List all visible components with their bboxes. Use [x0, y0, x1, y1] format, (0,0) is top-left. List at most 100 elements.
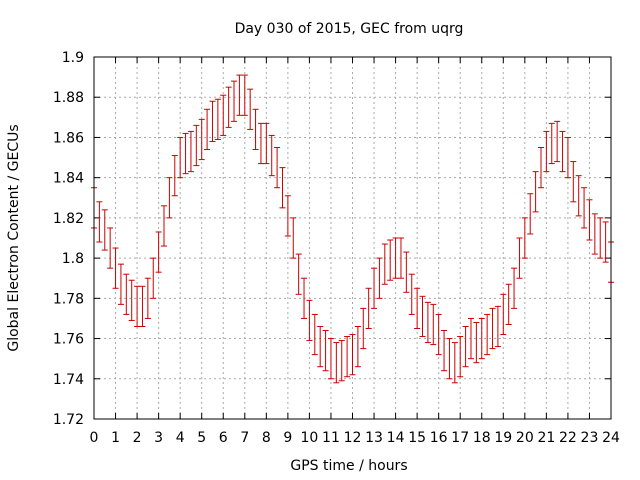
error-bar-point	[473, 321, 480, 364]
error-bar-point	[505, 283, 512, 325]
x-tick-label: 0	[90, 430, 99, 446]
x-tick-label: 7	[240, 430, 249, 446]
error-bar-point	[532, 171, 539, 213]
x-tick-label: 23	[581, 430, 599, 446]
error-bar-point	[333, 342, 340, 384]
error-bar-point	[166, 177, 173, 219]
error-bar-point	[500, 293, 507, 336]
error-bar-point	[193, 124, 200, 167]
error-bar-point	[527, 193, 534, 235]
error-bar-point	[575, 175, 582, 217]
data-points	[91, 74, 614, 384]
error-bar-point	[559, 130, 566, 173]
plot-frame	[93, 56, 612, 420]
error-bar-point	[484, 313, 491, 356]
error-bar-point	[311, 313, 318, 356]
error-bar-point	[155, 231, 162, 273]
error-bar-point	[467, 317, 474, 360]
y-tick-label: 1.86	[53, 130, 84, 146]
error-bar-point	[511, 267, 518, 309]
error-bar-point	[150, 257, 157, 299]
y-tick-label: 1.9	[62, 50, 84, 66]
error-bar-point	[381, 243, 388, 285]
error-bar-point	[263, 122, 270, 165]
error-bar-point	[376, 257, 383, 299]
error-bar-point	[365, 287, 372, 329]
error-bar-point	[392, 237, 399, 279]
error-bar-point	[161, 205, 168, 247]
error-bar-point	[564, 136, 571, 179]
error-bar-point	[354, 325, 361, 368]
error-bar-point	[424, 301, 431, 344]
x-tick-label: 6	[219, 430, 228, 446]
axis-ticks	[93, 56, 612, 420]
error-bar-point	[134, 285, 141, 327]
error-bar-point	[387, 239, 394, 281]
y-tick-label: 1.78	[53, 291, 84, 307]
error-bar-point	[182, 132, 189, 175]
error-bar-point	[236, 74, 243, 116]
error-bar-point	[371, 267, 378, 309]
error-bar-point	[360, 307, 367, 350]
x-tick-label: 13	[365, 430, 383, 446]
x-tick-label: 4	[176, 430, 185, 446]
error-bar-point	[602, 221, 609, 263]
error-bar-point	[322, 330, 329, 372]
error-bar-point	[457, 336, 464, 378]
error-bar-point	[241, 74, 248, 116]
error-bar-point	[268, 134, 275, 177]
error-bar-point	[597, 217, 604, 259]
error-bar-point	[397, 237, 404, 279]
y-tick-label: 1.74	[53, 372, 84, 388]
error-bar-point	[214, 98, 221, 140]
error-bar-point	[403, 251, 410, 293]
error-bar-point	[220, 94, 227, 136]
x-tick-label: 22	[559, 430, 577, 446]
error-bar-point	[554, 120, 561, 163]
error-bar-point	[123, 273, 130, 315]
error-bar-point	[171, 155, 178, 197]
x-tick-label: 20	[516, 430, 534, 446]
error-bar-point	[101, 209, 108, 251]
error-bar-point	[338, 340, 345, 382]
error-bar-point	[247, 88, 254, 130]
error-bar-point	[489, 307, 496, 350]
error-bar-point	[96, 201, 103, 243]
y-tick-label: 1.72	[53, 412, 84, 428]
error-bar-point	[543, 130, 550, 173]
error-bar-point	[198, 118, 205, 161]
x-tick-label: 16	[430, 430, 448, 446]
error-bar-point	[117, 263, 124, 305]
x-tick-label: 17	[451, 430, 469, 446]
error-bar-point	[586, 199, 593, 241]
error-bar-point	[231, 80, 238, 122]
error-bar-point	[209, 100, 216, 142]
error-bar-point	[204, 108, 211, 151]
x-tick-label: 19	[494, 430, 512, 446]
x-tick-label: 2	[133, 430, 142, 446]
error-bar-point	[295, 253, 302, 295]
error-bar-point	[284, 195, 291, 237]
error-bar-point	[177, 136, 184, 179]
error-bar-point	[301, 277, 308, 319]
tick-labels: 0 1 2 3 4 5 6 7 8 9 10 11 12 13 14 15 16 17 18 19 20 21 22 23 24…	[53, 50, 620, 446]
error-bar-point	[290, 217, 297, 259]
error-bar-point	[478, 317, 485, 360]
error-bar-point	[327, 338, 334, 380]
error-bar-point	[441, 330, 448, 372]
y-axis-label: Global Electron Content / GECUs	[6, 124, 22, 351]
error-bar-point	[257, 122, 264, 165]
x-tick-label: 12	[344, 430, 362, 446]
x-tick-label: 5	[197, 430, 206, 446]
error-bar-point	[516, 237, 523, 279]
error-bar-point	[317, 325, 324, 368]
y-tick-label: 1.88	[53, 90, 84, 106]
x-axis-label: GPS time / hours	[290, 458, 407, 474]
error-bar-point	[591, 213, 598, 255]
error-bar-point	[349, 334, 356, 376]
x-tick-label: 18	[473, 430, 491, 446]
error-bar-point	[462, 325, 469, 368]
error-bar-point	[581, 187, 588, 229]
